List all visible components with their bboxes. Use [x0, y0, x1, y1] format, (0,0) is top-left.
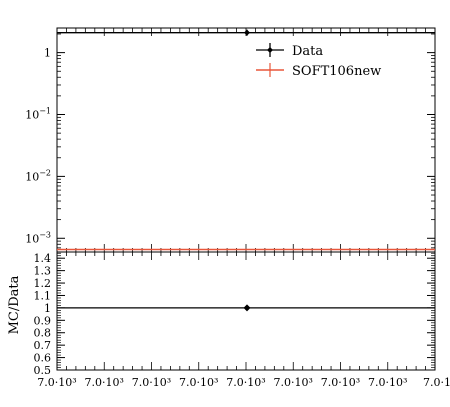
ratio-y-tick-label: 0.9 [34, 314, 52, 327]
ratio-y-axis-title: MC/Data [7, 275, 22, 334]
ratio-y-tick-label: 0.6 [34, 352, 52, 365]
ratio-data-marker [244, 304, 251, 311]
x-tick-label: 7.0·10 [423, 376, 450, 389]
ratio-y-tick-label: 0.7 [34, 339, 52, 352]
main-y-tick-label: 1 [44, 47, 51, 60]
ratio-panel: 0.50.60.70.80.911.11.21.31.4MC/Data7.0·1… [7, 252, 450, 389]
x-tick-label: 7.0·10³ [321, 376, 360, 389]
ratio-y-tick-label: 0.8 [34, 327, 52, 340]
ratio-y-tick-label: 1.2 [34, 277, 52, 290]
x-tick-label: 7.0·10³ [226, 376, 265, 389]
x-tick-label: 7.0·10³ [179, 376, 218, 389]
ratio-plot-frame [57, 252, 435, 370]
x-tick-label: 7.0·10³ [132, 376, 171, 389]
x-tick-label: 7.0·10³ [368, 376, 407, 389]
main-y-tick-label: 10−3 [25, 230, 51, 245]
ratio-y-tick-label: 1 [44, 302, 51, 315]
main-panel: 1 10−1 10−2 10−3 Data SOFT106new [25, 28, 435, 252]
x-tick-label: 7.0·10³ [37, 376, 76, 389]
legend-soft106new-label: SOFT106new [292, 64, 381, 79]
main-y-tick-label: 10−2 [25, 168, 51, 183]
ratio-y-tick-label: 1.4 [34, 252, 52, 265]
data-point-marker [244, 30, 250, 36]
x-tick-label: 7.0·10³ [274, 376, 313, 389]
main-plot-frame [57, 28, 435, 252]
legend-data-label: Data [292, 44, 323, 59]
main-y-tick-label: 10−1 [25, 107, 51, 122]
ratio-y-tick-label: 1.1 [34, 289, 52, 302]
legend-data-marker [267, 47, 273, 53]
ratio-y-tick-label: 1.3 [34, 265, 52, 278]
x-tick-label: 7.0·10³ [85, 376, 124, 389]
